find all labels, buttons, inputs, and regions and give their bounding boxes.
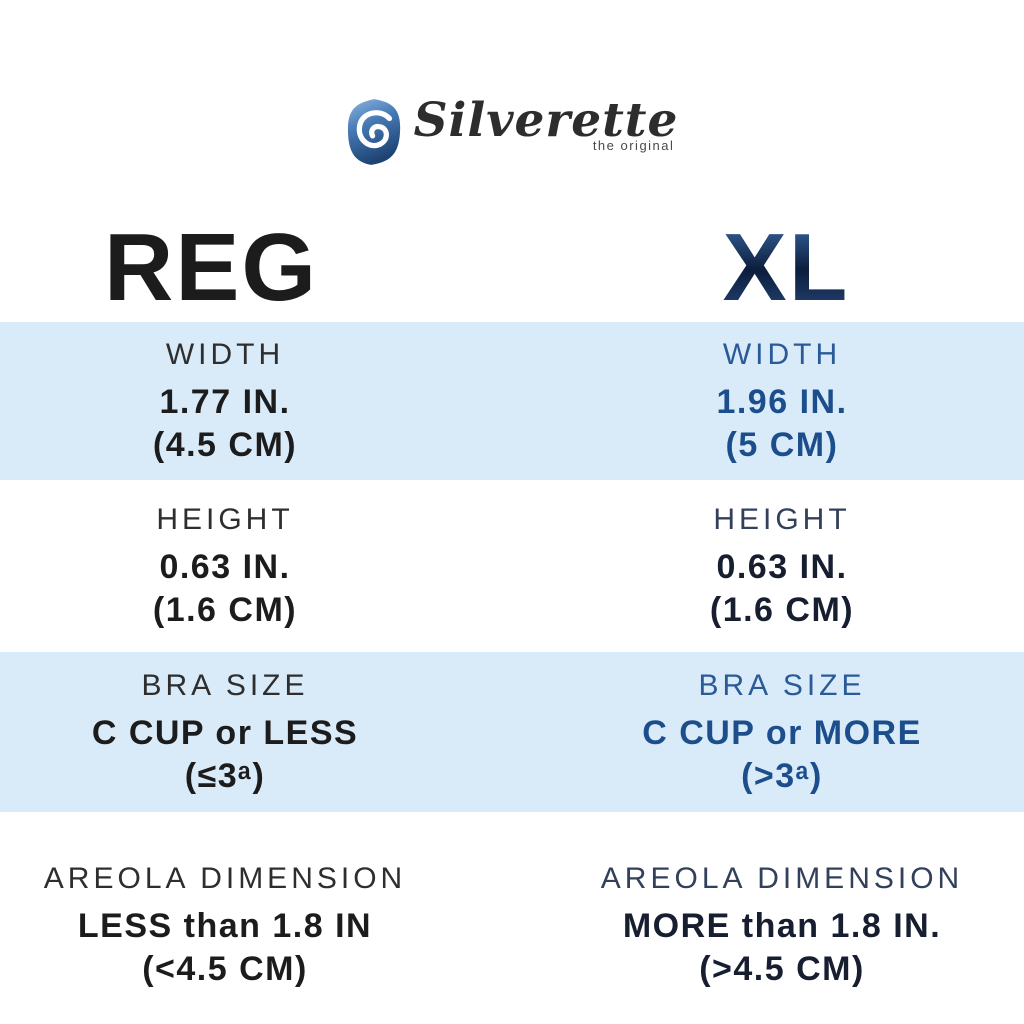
row-label: WIDTH — [165, 337, 285, 371]
xl-width-cell: WIDTH 1.96 IN. (5 CM) — [512, 322, 1024, 480]
row-value-inches: 1.77 IN. — [159, 382, 291, 421]
size-comparison-table: WIDTH 1.77 IN. (4.5 CM) WIDTH 1.96 IN. (… — [0, 322, 1024, 1024]
row-value-cup: C CUP or MORE — [642, 713, 922, 752]
row-value-cm: (1.6 CM) — [152, 591, 298, 629]
row-value-cm: (1.6 CM) — [709, 591, 855, 629]
column-header-reg: REG — [103, 214, 319, 321]
row-label: AREOLA DIMENSION — [43, 861, 407, 895]
row-label: BRA SIZE — [698, 668, 866, 702]
row-label: BRA SIZE — [141, 668, 309, 702]
brand-name: Silverette — [413, 93, 679, 148]
table-row-width: WIDTH 1.77 IN. (4.5 CM) WIDTH 1.96 IN. (… — [0, 322, 1024, 480]
row-value-inches: 0.63 IN. — [159, 547, 291, 586]
table-row-areola-dimension: AREOLA DIMENSION LESS than 1.8 IN (<4.5 … — [0, 812, 1024, 1024]
silverette-spiral-icon — [347, 99, 400, 165]
brand-tagline: the original — [592, 138, 675, 154]
table-row-height: HEIGHT 0.63 IN. (1.6 CM) HEIGHT 0.63 IN.… — [0, 480, 1024, 652]
table-row-bra-size: BRA SIZE C CUP or LESS (≤3ᵃ) BRA SIZE C … — [0, 652, 1024, 812]
reg-height-cell: HEIGHT 0.63 IN. (1.6 CM) — [0, 480, 512, 652]
reg-bra-size-cell: BRA SIZE C CUP or LESS (≤3ᵃ) — [0, 652, 512, 812]
row-value-cm: (5 CM) — [725, 426, 839, 464]
xl-bra-size-cell: BRA SIZE C CUP or MORE (>3ᵃ) — [512, 652, 1024, 812]
row-value-cup: C CUP or LESS — [91, 713, 359, 752]
xl-areola-cell: AREOLA DIMENSION MORE than 1.8 IN. (>4.5… — [512, 826, 1024, 1024]
row-value-inches: 0.63 IN. — [716, 547, 848, 586]
row-label: AREOLA DIMENSION — [600, 861, 964, 895]
row-value-eu-size: (>3ᵃ) — [741, 757, 823, 795]
size-column-headers: REG XL — [0, 218, 1024, 318]
row-value-inches: 1.96 IN. — [716, 382, 848, 421]
brand-logo: Silverette the original — [0, 96, 1024, 166]
reg-width-cell: WIDTH 1.77 IN. (4.5 CM) — [0, 322, 512, 480]
brand-wordmark: Silverette the original — [413, 93, 679, 154]
row-value-cm: (<4.5 CM) — [142, 950, 308, 988]
row-value-inches: MORE than 1.8 IN. — [622, 906, 942, 945]
row-label: HEIGHT — [156, 502, 294, 536]
column-header-xl: XL — [530, 218, 1024, 318]
reg-areola-cell: AREOLA DIMENSION LESS than 1.8 IN (<4.5 … — [0, 826, 512, 1024]
row-value-inches: LESS than 1.8 IN — [77, 906, 373, 945]
row-value-cm: (4.5 CM) — [152, 426, 298, 464]
xl-height-cell: HEIGHT 0.63 IN. (1.6 CM) — [512, 480, 1024, 652]
row-label: HEIGHT — [713, 502, 851, 536]
row-value-eu-size: (≤3ᵃ) — [184, 757, 266, 795]
row-value-cm: (>4.5 CM) — [699, 950, 865, 988]
row-label: WIDTH — [722, 337, 842, 371]
